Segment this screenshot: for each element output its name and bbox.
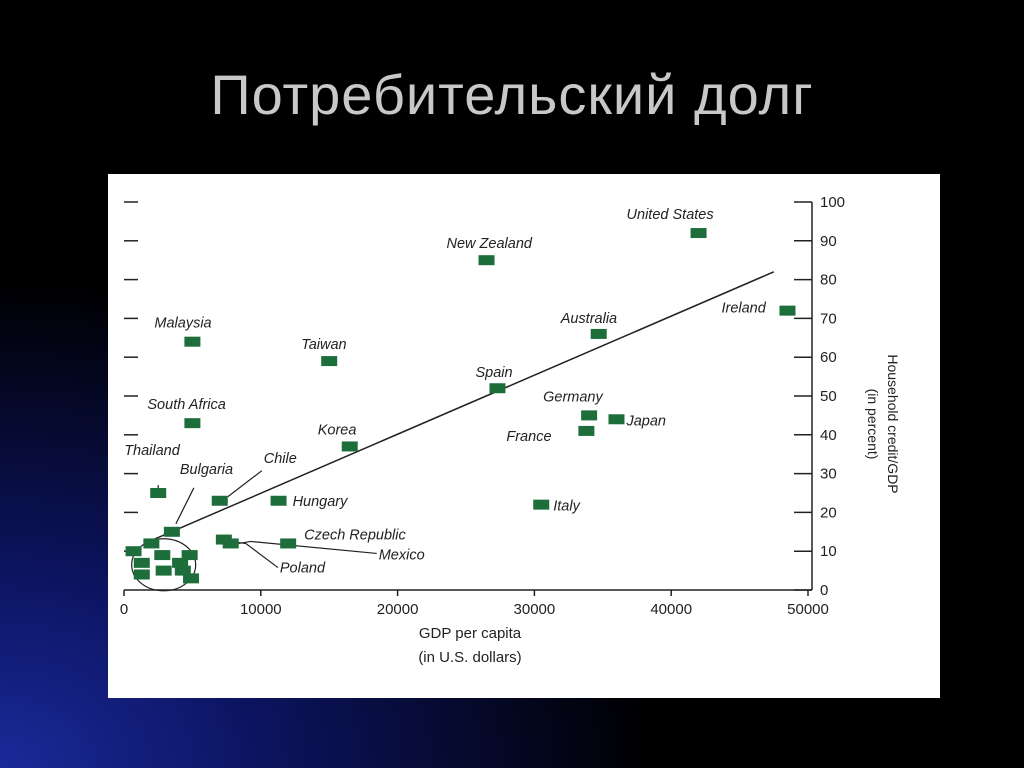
label-australia: Australia xyxy=(560,311,617,327)
point-japan xyxy=(608,414,625,425)
point-thailand xyxy=(150,488,167,498)
label-hungary: Hungary xyxy=(293,494,349,510)
y-tick-label-60: 60 xyxy=(820,349,837,366)
label-japan: Japan xyxy=(625,413,666,429)
y-tick-label-90: 90 xyxy=(820,233,837,250)
label-italy: Italy xyxy=(553,499,580,515)
label-mexico: Mexico xyxy=(379,547,425,563)
y-tick-label-30: 30 xyxy=(820,466,837,483)
y-tick-label-70: 70 xyxy=(820,310,837,327)
point-australia xyxy=(590,328,607,339)
point-malaysia xyxy=(184,336,201,347)
x-axis-label-line1: GDP per capita xyxy=(419,625,522,642)
point-unlabeled-29 xyxy=(183,573,200,584)
label-france: France xyxy=(506,429,551,445)
label-bulgaria: Bulgaria xyxy=(180,462,233,478)
point-labels: United States New Zealand Australia Ireland… xyxy=(124,207,767,577)
label-united-states: United States xyxy=(627,207,714,223)
slide-title: Потребительский долг xyxy=(210,63,814,126)
label-spain: Spain xyxy=(475,365,512,381)
point-unlabeled-26 xyxy=(172,557,189,568)
cluster-ellipse xyxy=(131,538,197,592)
label-germany: Germany xyxy=(543,389,603,405)
x-tick-label-10000: 10000 xyxy=(240,601,282,618)
label-new-zealand: New Zealand xyxy=(447,236,533,252)
point-bulgaria xyxy=(163,526,180,537)
point-italy xyxy=(533,499,550,510)
y-tick-label-40: 40 xyxy=(820,427,837,444)
label-malaysia: Malaysia xyxy=(154,316,211,332)
point-czech-republic xyxy=(280,538,297,549)
point-hungary xyxy=(270,495,287,506)
label-taiwan: Taiwan xyxy=(301,337,346,353)
leader-bulgaria xyxy=(175,487,195,525)
label-south-africa: South Africa xyxy=(147,397,225,413)
point-unlabeled-27 xyxy=(174,565,191,576)
point-south-africa xyxy=(184,418,201,429)
y-tick-label-10: 10 xyxy=(820,543,837,560)
point-unlabeled-28 xyxy=(181,550,198,561)
point-poland xyxy=(215,534,232,545)
x-tick-label-0: 0 xyxy=(120,601,128,618)
x-tick-label-30000: 30000 xyxy=(514,601,556,618)
point-spain xyxy=(489,383,506,394)
label-czech-republic: Czech Republic xyxy=(304,527,406,543)
point-chile xyxy=(211,495,228,506)
data-points xyxy=(125,228,796,584)
label-poland: Poland xyxy=(280,561,326,577)
point-ireland xyxy=(779,305,796,316)
scatter-chart: 0 10 20 30 40 50 60 70 80 90 100 0 10000 20000 30000 4… xyxy=(120,194,901,666)
point-new-zealand xyxy=(478,255,495,266)
y-tick-label-100: 100 xyxy=(820,194,845,211)
x-axis-label-line2: (in U.S. dollars) xyxy=(418,649,521,666)
point-unlabeled-25 xyxy=(155,565,172,576)
label-ireland: Ireland xyxy=(721,301,766,317)
point-france xyxy=(578,425,595,436)
label-korea: Korea xyxy=(318,422,357,438)
leader-chile xyxy=(227,470,263,498)
y-axis-label-line1: Household credit/GDP xyxy=(885,354,901,493)
point-united-states xyxy=(690,228,707,239)
x-axis: 0 10000 20000 30000 40000 50000 xyxy=(120,589,829,618)
point-germany xyxy=(581,410,598,421)
y-tick-label-0: 0 xyxy=(820,582,828,599)
chart-panel: 0 10 20 30 40 50 60 70 80 90 100 0 10000 20000 30000 4… xyxy=(108,174,940,698)
y-axis-label-line2: (in percent) xyxy=(865,389,881,460)
label-thailand: Thailand xyxy=(124,443,181,459)
y-tick-label-50: 50 xyxy=(820,388,837,405)
label-chile: Chile xyxy=(264,451,297,467)
point-unlabeled-24 xyxy=(154,550,171,561)
point-taiwan xyxy=(321,356,338,367)
x-tick-label-40000: 40000 xyxy=(650,601,692,618)
y-tick-label-20: 20 xyxy=(820,504,837,521)
leader-poland xyxy=(231,540,279,569)
left-tick-marks xyxy=(124,201,138,552)
point-unlabeled-23 xyxy=(133,569,150,580)
right-y-axis: 0 10 20 30 40 50 60 70 80 90 100 xyxy=(794,194,845,599)
point-unlabeled-21 xyxy=(133,557,150,568)
x-tick-label-50000: 50000 xyxy=(787,601,829,618)
small-economies-cluster xyxy=(131,538,197,592)
trend-line xyxy=(144,271,775,545)
point-unlabeled-20 xyxy=(125,546,142,557)
x-tick-label-20000: 20000 xyxy=(377,601,419,618)
point-unlabeled-22 xyxy=(143,538,160,549)
point-korea xyxy=(341,441,358,452)
y-tick-label-80: 80 xyxy=(820,272,837,289)
